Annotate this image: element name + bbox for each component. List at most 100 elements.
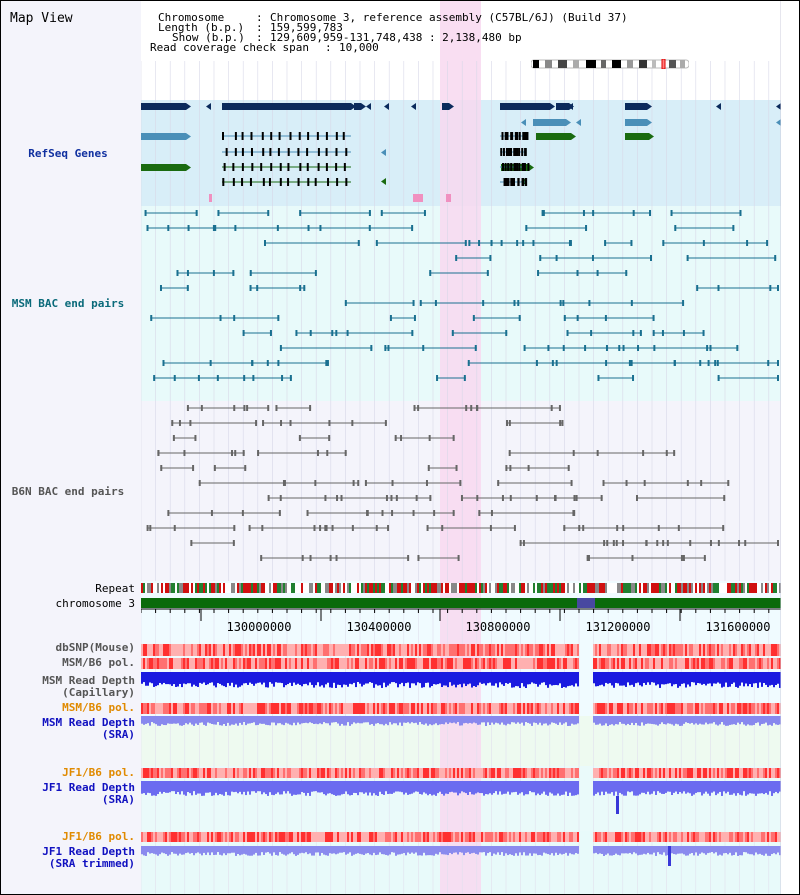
depth-bar — [559, 716, 561, 723]
depth-bar — [631, 716, 633, 723]
polymorphism-mark — [685, 658, 687, 669]
polymorphism-mark — [541, 703, 543, 714]
repeat-mark — [541, 583, 543, 593]
depth-bar — [729, 672, 731, 687]
depth-bar — [353, 672, 355, 683]
polymorphism-mark — [475, 703, 477, 714]
polymorphism-mark — [601, 703, 603, 714]
polymorphism-mark — [643, 658, 645, 669]
depth-bar — [331, 781, 333, 795]
polymorphism-mark — [303, 658, 305, 669]
refseq-track-label[interactable]: RefSeq Genes — [28, 147, 108, 160]
polymorphism-mark — [533, 832, 535, 842]
msm-bac-end — [314, 270, 317, 276]
polymorphism-mark — [291, 768, 293, 778]
polymorphism-mark — [213, 658, 215, 669]
msm-bac-end — [639, 330, 642, 336]
depth-bar — [345, 846, 347, 855]
depth-bar — [681, 846, 683, 854]
depth-bar — [727, 672, 729, 688]
depth-bar — [745, 672, 747, 684]
polymorphism-mark — [405, 644, 407, 656]
repeat-mark — [621, 583, 623, 593]
repeat-mark — [749, 583, 751, 593]
msm-bac-track-label[interactable]: MSM BAC end pairs — [11, 297, 125, 310]
polymorphism-mark — [699, 768, 701, 778]
polymorphism-mark — [401, 832, 403, 842]
depth-bar — [337, 781, 339, 796]
depth-bar — [409, 846, 411, 854]
depth-bar — [253, 781, 255, 792]
polymorphism-mark — [637, 768, 639, 778]
depth-bar — [313, 846, 315, 856]
depth-bar — [549, 672, 551, 685]
polymorphism-mark — [779, 644, 781, 656]
polymorphism-mark — [755, 658, 757, 669]
polymorphism-mark — [719, 703, 721, 714]
repeat-mark — [671, 583, 673, 593]
depth-bar — [193, 846, 195, 856]
refseq-exon — [517, 178, 520, 186]
polymorphism-mark — [333, 658, 335, 669]
polymorphism-mark — [271, 768, 273, 778]
depth-bar — [721, 781, 723, 796]
polymorphism-mark — [667, 658, 669, 669]
repeat-mark — [229, 583, 231, 593]
repeat-mark — [199, 583, 201, 593]
repeat-mark — [497, 583, 499, 593]
polymorphism-mark — [399, 658, 401, 669]
polymorphism-mark — [485, 768, 487, 778]
depth-bar — [157, 846, 159, 856]
repeat-mark — [645, 583, 647, 593]
depth-bar — [227, 672, 229, 684]
depth-bar — [389, 781, 391, 794]
polymorphism-mark — [421, 703, 423, 714]
span-label: Read coverage check span — [150, 41, 309, 54]
polymorphism-mark — [427, 768, 429, 778]
polymorphism-mark — [459, 658, 461, 669]
depth-bar — [431, 781, 433, 796]
refseq-gene-arrow — [649, 133, 654, 140]
b6n-bac-track-label[interactable]: B6N BAC end pairs — [11, 485, 125, 498]
depth-bar — [671, 672, 673, 687]
b6n-bac-end — [255, 420, 258, 426]
depth-bar — [577, 781, 579, 795]
polymorphism-mark — [777, 832, 779, 842]
polymorphism-mark — [289, 768, 291, 778]
depth-bar — [617, 672, 619, 684]
polymorphism-mark — [487, 644, 489, 656]
depth-bar — [351, 781, 353, 796]
depth-bar — [457, 781, 459, 796]
depth-bar — [335, 846, 337, 855]
repeat-mark — [301, 583, 303, 593]
depth-bar — [491, 846, 493, 856]
depth-bar — [305, 716, 307, 723]
chromosome-value: Chromosome 3, reference assembly (C57BL/… — [270, 11, 628, 24]
depth-bar — [703, 781, 705, 794]
depth-bar — [263, 716, 265, 724]
depth-bar — [301, 781, 303, 792]
polymorphism-mark — [385, 703, 387, 714]
depth-bar — [569, 781, 571, 793]
polymorphism-mark — [717, 832, 719, 842]
msm-bac-end — [649, 255, 652, 261]
depth-bar — [543, 716, 545, 724]
depth-bar — [693, 716, 695, 725]
polymorphism-mark — [211, 832, 213, 842]
polymorphism-mark — [725, 832, 727, 842]
polymorphism-mark — [467, 644, 469, 656]
depth-bar — [167, 672, 169, 685]
show-label: Show (b.p.) — [172, 31, 245, 44]
polymorphism-mark — [191, 703, 193, 714]
polymorphism-mark — [725, 703, 727, 714]
repeat-mark — [761, 583, 763, 593]
polymorphism-mark — [513, 644, 515, 656]
depth-bar — [659, 672, 661, 688]
polymorphism-mark — [603, 658, 605, 669]
chromosome-ideogram[interactable] — [530, 54, 690, 70]
polymorphism-mark — [331, 768, 333, 778]
depth-bar — [203, 781, 205, 796]
refseq-gene-arrow — [550, 103, 555, 110]
axis-tick-label: 130000000 — [226, 620, 291, 634]
b6n-bac-end — [246, 405, 249, 411]
